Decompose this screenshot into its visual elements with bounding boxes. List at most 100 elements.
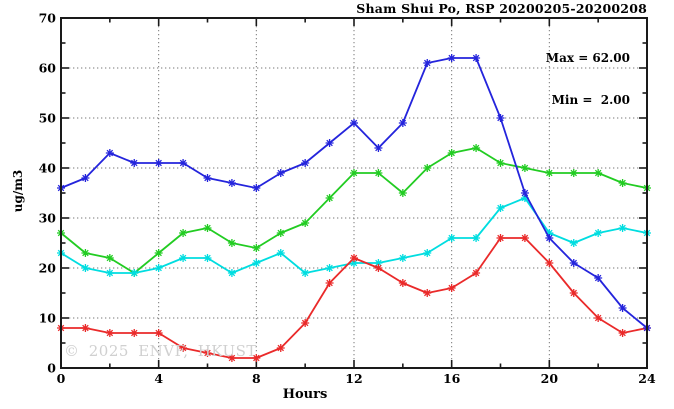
line-red-marker — [81, 324, 90, 332]
x-tick-label: 12 — [345, 371, 362, 386]
line-cyan-marker — [374, 259, 383, 267]
y-tick-label: 60 — [39, 61, 57, 76]
line-green-marker — [81, 249, 90, 257]
line-green-marker — [252, 244, 261, 252]
x-tick-label: 24 — [638, 371, 656, 386]
line-cyan-marker — [569, 239, 578, 247]
line-blue-marker — [227, 179, 236, 187]
line-green-marker — [618, 179, 627, 187]
line-red-marker — [447, 284, 456, 292]
line-red-marker — [423, 289, 432, 297]
line-cyan-marker — [398, 254, 407, 262]
line-cyan-marker — [447, 234, 456, 242]
watermark-text: © 2025 ENVF, HKUST — [64, 342, 257, 360]
line-blue-marker — [252, 184, 261, 192]
line-blue-marker — [374, 144, 383, 152]
x-tick-label: 20 — [541, 371, 559, 386]
line-red-marker — [350, 254, 358, 262]
x-tick-label: 8 — [252, 371, 261, 386]
x-tick-label: 0 — [57, 371, 66, 386]
x-axis-label: Hours — [282, 387, 328, 402]
line-green-marker — [105, 254, 114, 262]
line-green-marker — [325, 194, 334, 202]
line-blue-marker — [325, 139, 334, 147]
line-blue-marker — [472, 54, 481, 62]
line-green-marker — [398, 189, 407, 197]
plot-frame — [60, 17, 648, 369]
line-blue-marker — [276, 169, 285, 177]
line-blue-marker — [545, 234, 554, 242]
line-cyan-marker — [594, 229, 603, 237]
line-red-marker — [227, 354, 236, 362]
line-blue-marker — [203, 174, 212, 182]
line-green-marker — [203, 224, 212, 232]
line-red-marker — [325, 279, 334, 287]
line-blue-marker — [179, 159, 188, 167]
line-cyan-marker — [203, 254, 212, 262]
line-red-marker — [179, 344, 188, 352]
line-green-marker — [350, 169, 358, 177]
line-cyan-marker — [154, 264, 163, 272]
line-red-marker — [154, 329, 163, 337]
line-cyan-marker — [618, 224, 627, 232]
line-blue-marker — [423, 59, 432, 67]
line-cyan-marker — [423, 249, 432, 257]
line-blue-marker — [81, 174, 90, 182]
x-tick-label: 4 — [154, 371, 163, 386]
line-blue-marker — [594, 274, 603, 282]
y-tick-label: 40 — [39, 161, 57, 176]
line-blue-marker — [154, 159, 163, 167]
line-green-marker — [545, 169, 554, 177]
line-blue-marker — [618, 304, 627, 312]
line-cyan-marker — [472, 234, 481, 242]
y-tick-label: 50 — [39, 111, 57, 126]
y-tick-label: 30 — [39, 211, 57, 226]
line-red-marker — [594, 314, 603, 322]
line-red-marker — [520, 234, 529, 242]
x-tick-label: 16 — [443, 371, 461, 386]
line-green-marker — [179, 229, 188, 237]
line-red-marker — [569, 289, 578, 297]
line-blue-marker — [130, 159, 139, 167]
min-value-label: Min = 2.00 — [551, 93, 630, 107]
line-cyan-marker — [301, 269, 310, 277]
line-cyan-marker — [105, 269, 114, 277]
line-green-marker — [276, 229, 285, 237]
line-cyan-marker — [545, 229, 554, 237]
line-blue-marker — [301, 159, 310, 167]
line-red-marker — [496, 234, 505, 242]
line-blue-marker — [447, 54, 456, 62]
line-green-marker — [301, 219, 310, 227]
line-cyan-marker — [325, 264, 334, 272]
max-min-annotation: Max = 62.00 Min = 2.00 — [546, 23, 630, 135]
line-green-marker — [496, 159, 505, 167]
y-axis-label: ug/m3 — [11, 169, 25, 213]
line-red-marker — [130, 329, 139, 337]
line-red-marker — [374, 264, 383, 272]
line-cyan-marker — [252, 259, 261, 267]
line-blue-marker — [520, 189, 529, 197]
line-red-marker — [105, 329, 114, 337]
line-green-marker — [154, 249, 163, 257]
line-blue-marker — [105, 149, 114, 157]
line-cyan-marker — [81, 264, 90, 272]
line-red-marker — [618, 329, 627, 337]
line-green-marker — [374, 169, 383, 177]
line-green-marker — [472, 144, 481, 152]
line-red-marker — [301, 319, 310, 327]
line-red-marker — [276, 344, 285, 352]
y-tick-label: 10 — [39, 311, 57, 326]
chart-title: Sham Shui Po, RSP 20200205-20200208 — [356, 1, 647, 16]
line-red-marker — [203, 349, 212, 357]
y-tick-label: 20 — [39, 261, 57, 276]
line-green-marker — [569, 169, 578, 177]
line-green-marker — [447, 149, 456, 157]
y-tick-label: 0 — [47, 361, 56, 376]
line-cyan-marker — [130, 269, 139, 277]
y-tick-label: 70 — [39, 11, 57, 26]
line-green-marker — [520, 164, 529, 172]
line-cyan-marker — [227, 269, 236, 277]
line-cyan-marker — [179, 254, 188, 262]
line-blue-marker — [398, 119, 407, 127]
